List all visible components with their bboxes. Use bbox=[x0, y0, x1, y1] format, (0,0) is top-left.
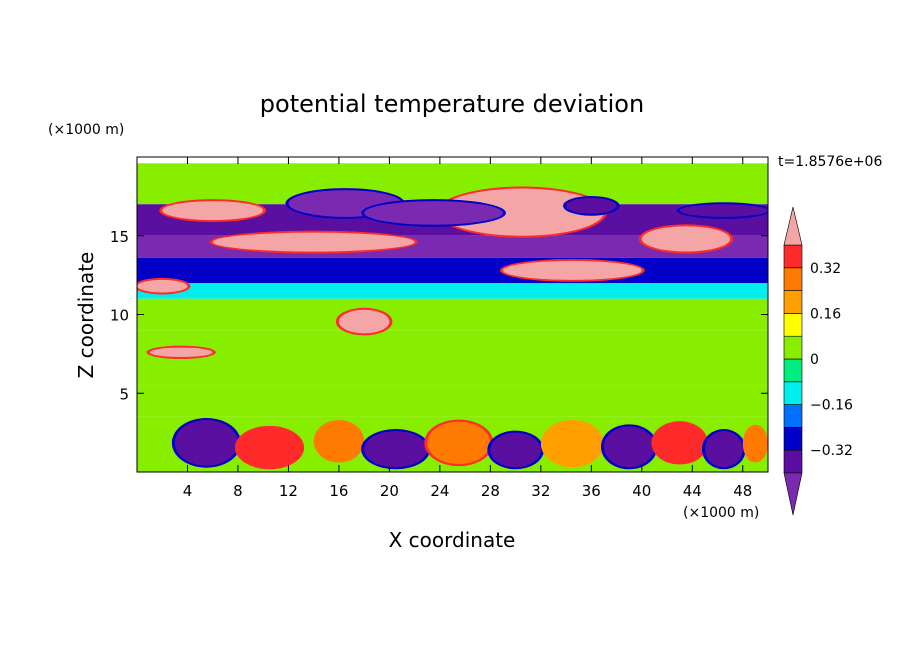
x-tick-label: 36 bbox=[582, 482, 601, 500]
field-band-3 bbox=[137, 257, 768, 283]
x-tick-label: 12 bbox=[279, 482, 298, 500]
colorbar-tick-label: 0 bbox=[810, 352, 819, 368]
y-tick-label: 5 bbox=[119, 385, 129, 403]
field-feature-21 bbox=[704, 431, 743, 468]
colorbar-under-triangle bbox=[783, 472, 803, 516]
field-feature-18 bbox=[540, 420, 604, 468]
field-feature-14 bbox=[313, 420, 365, 463]
colorbar-swatch bbox=[783, 335, 803, 360]
colorbar-tick-label: 0.16 bbox=[810, 306, 841, 322]
field-feature-4 bbox=[502, 260, 642, 280]
x-tick-label: 16 bbox=[329, 482, 348, 500]
colorbar-swatch bbox=[783, 244, 803, 269]
field-feature-15 bbox=[364, 431, 428, 468]
field-feature-0 bbox=[162, 201, 264, 220]
colorbar-swatch bbox=[783, 404, 803, 428]
colorbar-swatch bbox=[783, 290, 803, 314]
x-tick-label: 4 bbox=[183, 482, 193, 500]
field-feature-5 bbox=[137, 279, 188, 293]
field-feature-16 bbox=[427, 421, 491, 465]
colorbar-tick-label: 0.32 bbox=[810, 261, 841, 277]
colorbar-swatch bbox=[783, 427, 803, 451]
x-unit-label: (×1000 m) bbox=[683, 505, 759, 521]
field-feature-7 bbox=[149, 347, 213, 358]
y-tick-label: 15 bbox=[110, 228, 129, 246]
field-band-4 bbox=[137, 283, 768, 299]
field-feature-13 bbox=[237, 427, 302, 468]
y-axis-label: Z coordinate bbox=[74, 252, 98, 379]
field-feature-1 bbox=[212, 232, 415, 252]
field-feature-6 bbox=[338, 309, 390, 334]
field-feature-3 bbox=[641, 226, 731, 252]
field-band-6 bbox=[137, 330, 768, 386]
chart-title: potential temperature deviation bbox=[260, 90, 644, 118]
colorbar-over-triangle bbox=[783, 206, 803, 246]
field-feature-20 bbox=[654, 423, 705, 463]
colorbar-tick-label: −0.32 bbox=[810, 443, 853, 459]
colorbar-swatch bbox=[783, 449, 803, 474]
x-tick-label: 28 bbox=[481, 482, 500, 500]
field-feature-2 bbox=[439, 188, 604, 236]
y-tick-label: 10 bbox=[110, 307, 129, 325]
field-band-7 bbox=[137, 385, 768, 417]
x-tick-label: 8 bbox=[233, 482, 243, 500]
colorbar-swatch bbox=[783, 313, 803, 337]
colorbar-swatch bbox=[783, 358, 803, 383]
x-tick-label: 32 bbox=[531, 482, 550, 500]
y-unit-label: (×1000 m) bbox=[48, 122, 124, 138]
x-tick-label: 24 bbox=[430, 482, 449, 500]
time-label: t=1.8576e+06 bbox=[778, 154, 882, 170]
colorbar-swatch bbox=[783, 381, 803, 405]
x-tick-label: 48 bbox=[733, 482, 752, 500]
plot-area bbox=[137, 163, 768, 472]
x-tick-label: 44 bbox=[683, 482, 702, 500]
field-feature-19 bbox=[603, 426, 655, 468]
field-feature-11 bbox=[679, 204, 768, 217]
colorbar-swatch bbox=[783, 267, 803, 291]
field-feature-12 bbox=[174, 420, 238, 466]
field-feature-17 bbox=[490, 432, 541, 468]
x-tick-label: 40 bbox=[632, 482, 651, 500]
colorbar: 0.32 0.16 0 −0.16 −0.32 bbox=[783, 206, 853, 516]
colorbar-tick-label: −0.16 bbox=[810, 398, 853, 414]
field-feature-9 bbox=[364, 201, 503, 225]
x-tick-label: 20 bbox=[380, 482, 399, 500]
field-feature-22 bbox=[742, 424, 768, 463]
x-axis-label: X coordinate bbox=[389, 528, 516, 552]
field-band-5 bbox=[137, 298, 768, 331]
field-feature-10 bbox=[566, 197, 617, 214]
